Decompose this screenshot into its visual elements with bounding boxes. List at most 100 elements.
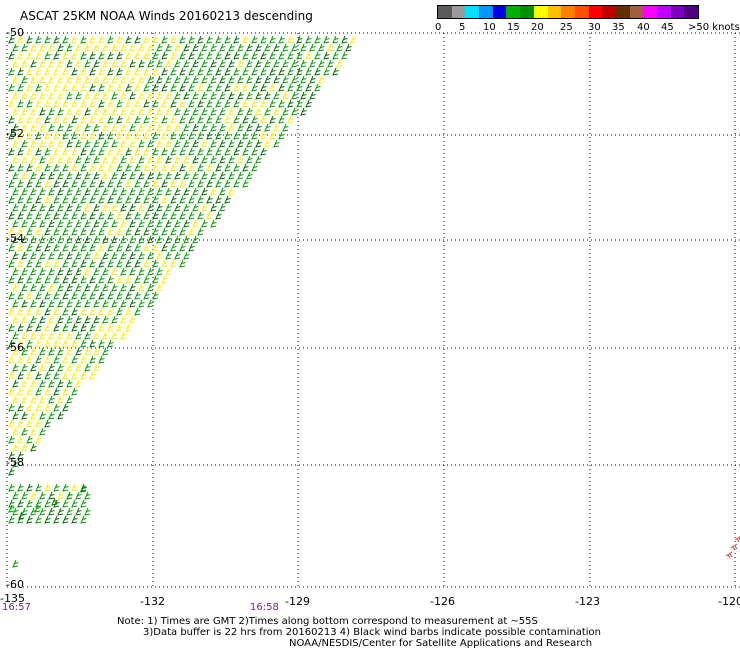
wind-barb xyxy=(219,139,226,148)
wind-barb xyxy=(75,379,82,388)
wind-barb xyxy=(8,419,15,428)
wind-barb xyxy=(48,203,55,212)
wind-barb xyxy=(129,59,136,68)
wind-barb xyxy=(147,43,154,52)
wind-barb xyxy=(35,51,42,60)
wind-barb xyxy=(143,195,150,204)
wind-barb xyxy=(57,395,64,404)
wind-barb xyxy=(143,131,150,140)
wind-barb xyxy=(39,299,46,308)
wind-barb xyxy=(129,267,136,276)
wind-barb xyxy=(98,355,105,364)
wind-barb xyxy=(53,115,60,124)
wind-barb xyxy=(152,243,159,252)
wind-barb xyxy=(8,67,15,76)
wind-barb xyxy=(260,83,267,92)
wind-barb xyxy=(107,35,114,44)
wind-barb xyxy=(107,179,114,188)
wind-barb xyxy=(278,51,285,60)
wind-barb xyxy=(143,83,150,92)
wind-barb xyxy=(147,107,154,116)
wind-barb xyxy=(66,491,73,500)
wind-barb xyxy=(197,147,204,156)
wind-barb xyxy=(44,179,51,188)
wind-barb xyxy=(125,99,132,108)
wind-barb xyxy=(102,91,109,100)
wind-barb xyxy=(116,147,123,156)
wind-barb xyxy=(71,371,78,380)
wind-barb xyxy=(21,507,28,516)
wind-barb xyxy=(170,67,177,76)
wind-barb xyxy=(305,99,312,108)
wind-barb xyxy=(21,219,28,228)
wind-barb xyxy=(120,331,127,340)
wind-barb xyxy=(143,227,150,236)
wind-barb xyxy=(53,499,60,508)
lat-label-50: -50 xyxy=(6,26,24,39)
wind-barb xyxy=(174,187,181,196)
wind-barb xyxy=(246,155,253,164)
wind-barb xyxy=(80,83,87,92)
wind-barb xyxy=(111,331,118,340)
wind-barb xyxy=(161,147,168,156)
wind-barb xyxy=(71,307,78,316)
wind-barb xyxy=(102,43,109,52)
wind-barb xyxy=(62,179,69,188)
wind-barb xyxy=(8,179,15,188)
wind-barb xyxy=(80,163,87,172)
wind-barb xyxy=(228,59,235,68)
wind-barb xyxy=(80,67,87,76)
wind-barb xyxy=(8,99,15,108)
wind-barb xyxy=(120,267,127,276)
wind-barb xyxy=(332,35,339,44)
wind-barb xyxy=(35,179,42,188)
wind-barb xyxy=(197,179,204,188)
wind-barb xyxy=(75,219,82,228)
wind-barb xyxy=(129,187,136,196)
wind-barb xyxy=(192,155,199,164)
wind-barb xyxy=(84,363,91,372)
wind-barb xyxy=(57,75,64,84)
wind-barb xyxy=(219,59,226,68)
wind-barb xyxy=(12,299,19,308)
wind-barb xyxy=(26,67,33,76)
wind-barb xyxy=(44,339,51,348)
wind-barb xyxy=(80,51,87,60)
wind-barb xyxy=(138,235,145,244)
wind-barb xyxy=(75,91,82,100)
wind-barb xyxy=(282,75,289,84)
wind-barb xyxy=(170,131,177,140)
wind-barb xyxy=(35,67,42,76)
wind-barb xyxy=(17,435,24,444)
wind-barb xyxy=(12,427,19,436)
wind-barb xyxy=(152,227,159,236)
wind-barb xyxy=(188,131,195,140)
wind-barb xyxy=(8,243,15,252)
wind-barb xyxy=(62,323,69,332)
wind-barb xyxy=(201,171,208,180)
wind-barb xyxy=(233,163,240,172)
wind-barb xyxy=(210,91,217,100)
wind-barb xyxy=(21,267,28,276)
wind-barb xyxy=(233,131,240,140)
wind-barb xyxy=(143,275,150,284)
wind-barb xyxy=(35,483,42,492)
wind-barb xyxy=(215,67,222,76)
wind-barb xyxy=(12,235,19,244)
wind-barb xyxy=(8,403,15,412)
wind-barb xyxy=(161,163,168,172)
wind-barb xyxy=(44,419,51,428)
wind-barb xyxy=(30,251,37,260)
wind-barb xyxy=(71,323,78,332)
wind-barb xyxy=(305,51,312,60)
wind-barb xyxy=(8,51,15,60)
wind-barb xyxy=(242,147,249,156)
wind-barb xyxy=(129,139,136,148)
wind-barb xyxy=(116,99,123,108)
wind-barb xyxy=(206,67,213,76)
wind-barb xyxy=(251,51,258,60)
wind-barb xyxy=(57,219,64,228)
wind-barb xyxy=(48,379,55,388)
wind-barb xyxy=(107,275,114,284)
wind-barb xyxy=(44,307,51,316)
